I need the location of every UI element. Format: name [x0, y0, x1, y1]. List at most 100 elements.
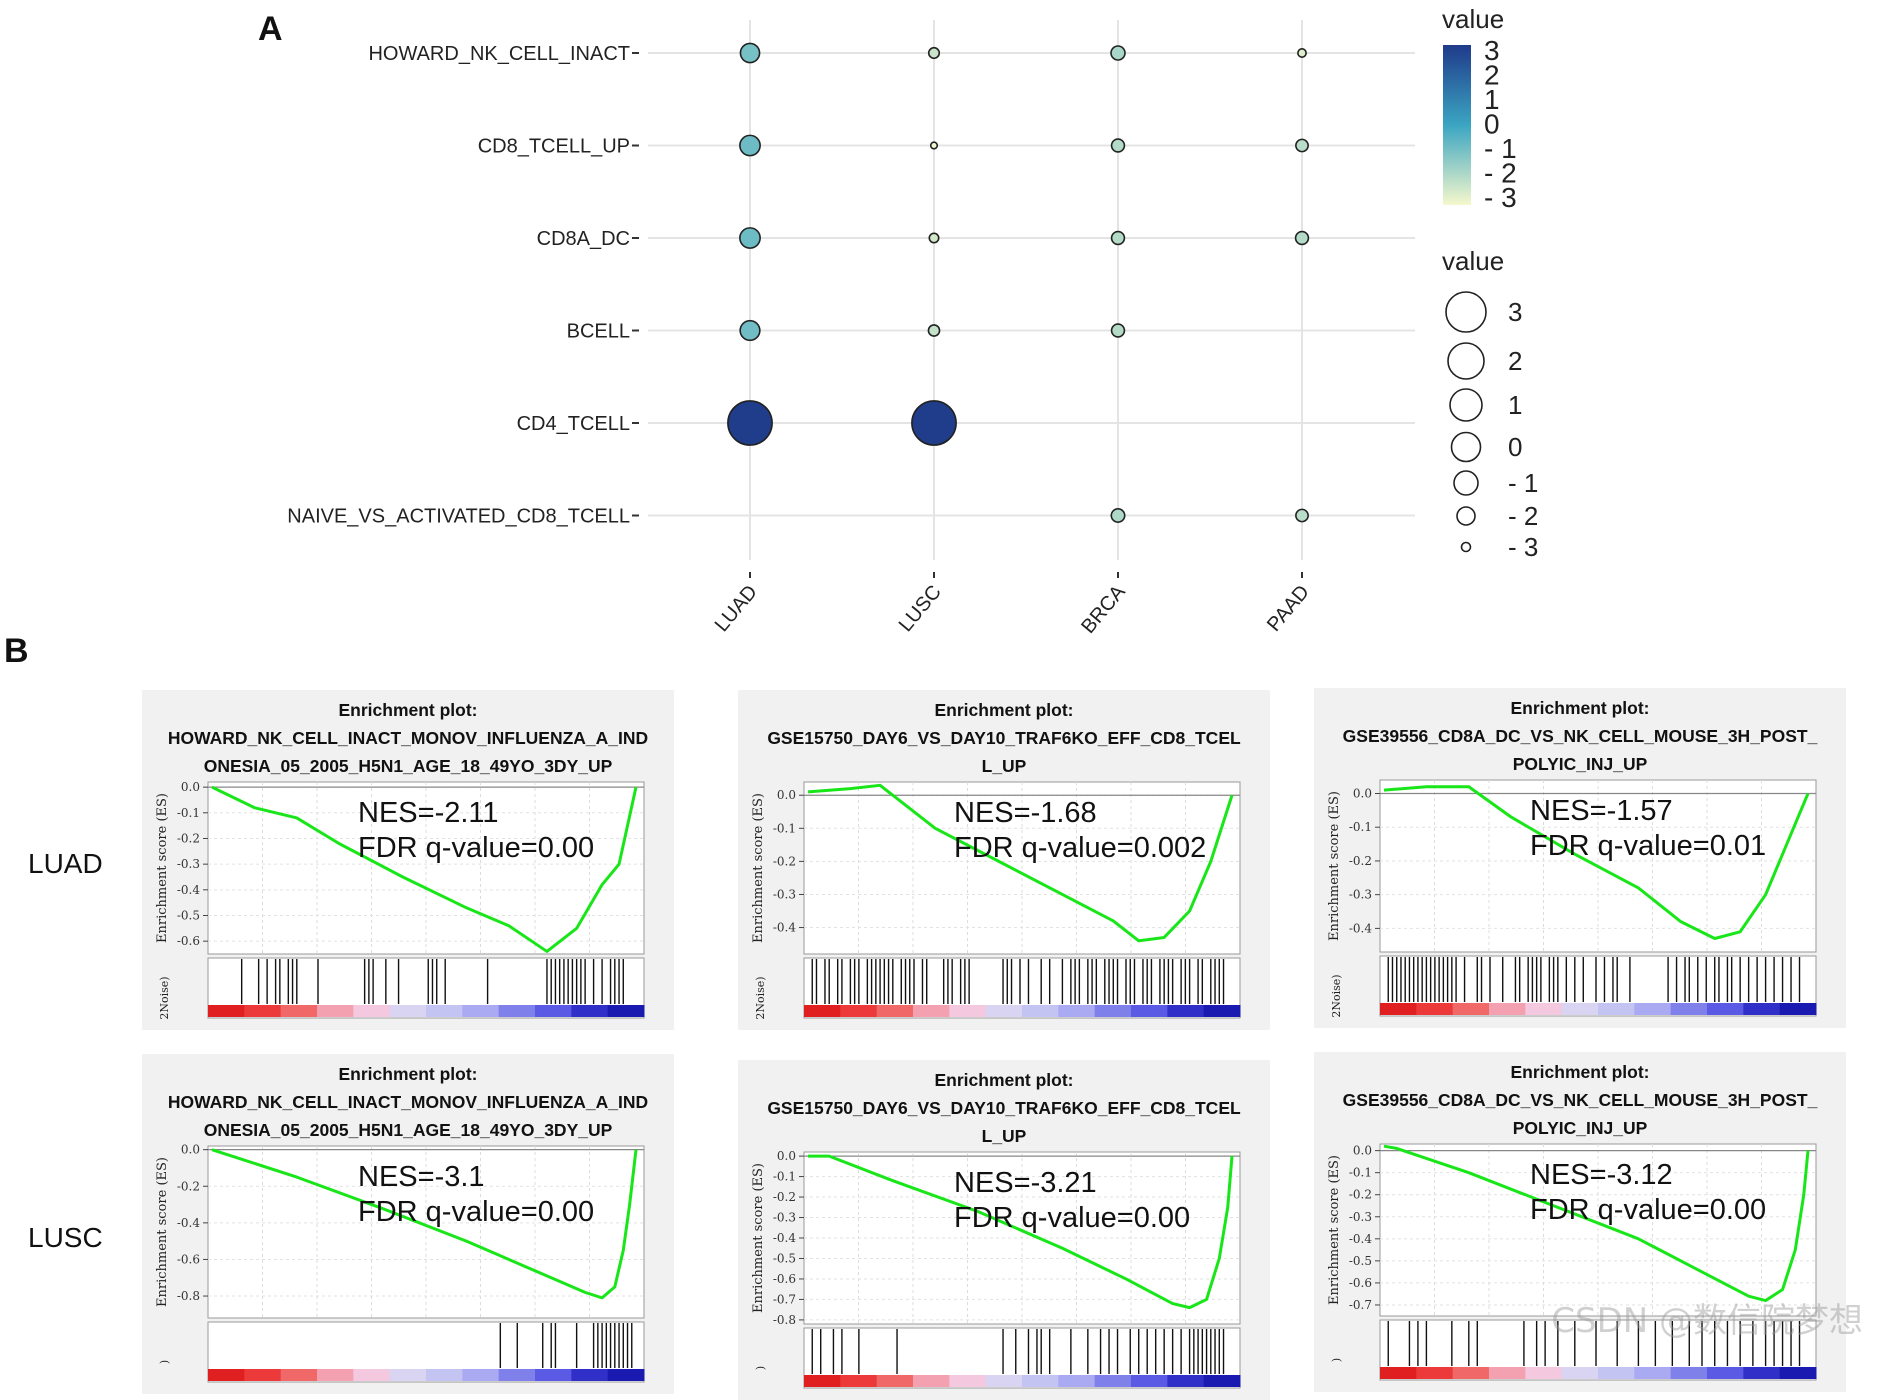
rank-color-segment: [535, 1369, 572, 1381]
rank-color-segment: [1131, 1375, 1168, 1387]
es-y-tick-label: 0.0: [777, 788, 796, 802]
dot-luad-cd4-tcell: [727, 400, 773, 446]
gsea-plot-luad-1: Enrichment plot: HOWARD_NK_CELL_INACT_MON…: [142, 690, 674, 1030]
gsea-title-line: Enrichment plot:: [1510, 1062, 1650, 1082]
gsea-plot-luad-2: Enrichment plot: GSE15750_DAY6_VS_DAY10_T…: [738, 690, 1270, 1030]
rank-color-segment: [426, 1005, 463, 1017]
rank-color-segment: [1452, 1367, 1490, 1379]
rank-color-segment: [389, 1005, 427, 1017]
rank-color-segment: [1525, 1367, 1563, 1379]
gsea-title-line: HOWARD_NK_CELL_INACT_MONOV_INFLUENZA_A_I…: [167, 1092, 649, 1112]
nes-label: NES=-2.11: [358, 797, 499, 829]
es-y-tick-label: 0.0: [1353, 786, 1372, 800]
rank-color-segment: [280, 1005, 318, 1017]
rank-color-segment: [1022, 1375, 1059, 1387]
es-y-tick-label: -0.4: [1349, 1232, 1373, 1246]
size-legend-circle: [1460, 541, 1472, 553]
row-label-lusc: LUSC: [28, 1222, 103, 1253]
metric-axis-label: 2Noise): [754, 976, 767, 1019]
fdr-label: FDR q-value=0.00: [1530, 1194, 1766, 1226]
dot-paad-cd8a-dc: [1294, 230, 1310, 246]
rank-color-segment: [244, 1369, 282, 1381]
rank-color-segment: [1743, 1367, 1781, 1379]
size-legend-tick: - 3: [1508, 532, 1538, 562]
y-tick-label: HOWARD_NK_CELL_INACT: [368, 43, 630, 65]
rank-color-segment: [1670, 1003, 1708, 1015]
rank-color-segment: [1489, 1367, 1526, 1379]
color-legend-tick: 0: [1484, 109, 1500, 140]
gsea-title: Enrichment plot: HOWARD_NK_CELL_INACT_MON…: [142, 696, 674, 780]
rank-color-segment: [1131, 1005, 1168, 1017]
rank-color-segment: [208, 1369, 245, 1381]
size-legend-circle: [1447, 342, 1485, 380]
es-y-tick-label: -0.7: [1349, 1298, 1372, 1312]
size-legend-circle: [1449, 388, 1483, 422]
rank-color-segment: [804, 1375, 841, 1387]
gsea-plot-lusc-3: Enrichment plot: GSE39556_CD8A_DC_VS_NK_C…: [1314, 1052, 1846, 1392]
es-curve: [211, 1148, 638, 1300]
dot-paad-howard-nk-cell-inact: [1297, 48, 1307, 58]
color-legend-tick: 3: [1484, 35, 1500, 66]
metric-axis-label: 2Noise): [1330, 974, 1343, 1017]
dot-lusc-bcell: [927, 324, 941, 337]
gsea-title-line: ONESIA_05_2005_H5N1_AGE_18_49YO_3DY_UP: [203, 1120, 613, 1140]
rank-color-segment: [1452, 1003, 1490, 1015]
gsea-svg: 0.0 -0.1 -0.2 -0.3 -0.4 Enrichment score (ES)…: [1327, 779, 1817, 1018]
dot-brca-cd8-tcell-up: [1110, 138, 1126, 153]
metric-axis-label: ): [158, 1360, 171, 1364]
rank-color-segment: [949, 1375, 987, 1387]
rank-color-segment: [1779, 1367, 1817, 1379]
es-y-tick-label: -0.4: [177, 1216, 201, 1230]
es-y-tick-label: -0.3: [177, 857, 200, 871]
rank-color-segment: [389, 1369, 427, 1381]
es-curve: [211, 785, 638, 953]
gsea-title-line: L_UP: [981, 1126, 1027, 1146]
rank-color-segment: [1094, 1005, 1132, 1017]
es-y-tick-label: -0.6: [177, 934, 200, 948]
es-y-tick-label: -0.8: [177, 1289, 200, 1303]
x-tick-label: LUSC: [895, 581, 946, 636]
rank-color-segment: [1203, 1375, 1241, 1387]
metric-axis-label: ): [1330, 1358, 1343, 1362]
x-tick-label: LUAD: [711, 581, 762, 636]
es-y-tick-label: -0.1: [1349, 820, 1372, 834]
y-tick-label: CD8A_DC: [537, 228, 630, 250]
rank-color-segment: [840, 1375, 878, 1387]
es-y-tick-label: 0.0: [181, 1143, 200, 1157]
rank-color-segment: [1022, 1005, 1059, 1017]
rank-color-segment: [1707, 1367, 1744, 1379]
es-curve: [1383, 785, 1810, 941]
color-legend-bar: [1443, 45, 1471, 205]
gsea-title: Enrichment plot: GSE15750_DAY6_VS_DAY10_T…: [738, 1066, 1270, 1150]
es-y-axis-label: Enrichment score (ES): [155, 1157, 170, 1307]
gsea-title-line: L_UP: [981, 756, 1027, 776]
gsea-title-line: POLYIC_INJ_UP: [1512, 754, 1648, 774]
rank-color-segment: [949, 1005, 987, 1017]
fdr-label: FDR q-value=0.00: [358, 832, 594, 864]
size-legend-tick: 3: [1508, 297, 1522, 327]
gsea-title-line: GSE15750_DAY6_VS_DAY10_TRAF6KO_EFF_CD8_T…: [767, 728, 1241, 748]
dot-paad-cd8-tcell-up: [1295, 138, 1309, 153]
es-y-tick-label: -0.3: [773, 887, 796, 901]
es-y-tick-label: -0.4: [773, 1231, 797, 1245]
dot-luad-cd8-tcell-up: [739, 134, 761, 157]
metric-axis-label: 2Noise): [158, 976, 171, 1019]
rank-color-segment: [913, 1375, 950, 1387]
es-y-tick-label: -0.1: [773, 1170, 796, 1184]
rank-color-segment: [1743, 1003, 1781, 1015]
rank-color-segment: [1167, 1005, 1205, 1017]
gsea-title: Enrichment plot: GSE39556_CD8A_DC_VS_NK_C…: [1314, 1058, 1846, 1142]
size-legend-tick: 2: [1508, 346, 1522, 376]
rank-color-segment: [1094, 1375, 1132, 1387]
gsea-title-line: Enrichment plot:: [934, 700, 1074, 720]
rank-color-segment: [804, 1005, 841, 1017]
nes-label: NES=-3.1: [358, 1161, 485, 1193]
dot-luad-howard-nk-cell-inact: [739, 42, 761, 64]
panel-label-a: A: [258, 10, 283, 48]
rank-color-segment: [462, 1369, 500, 1381]
es-y-tick-label: 0.0: [1353, 1144, 1372, 1158]
gsea-title: Enrichment plot: GSE39556_CD8A_DC_VS_NK_C…: [1314, 694, 1846, 778]
gsea-title-line: POLYIC_INJ_UP: [1512, 1118, 1648, 1138]
rank-color-segment: [985, 1005, 1023, 1017]
rank-color-segment: [1561, 1367, 1599, 1379]
